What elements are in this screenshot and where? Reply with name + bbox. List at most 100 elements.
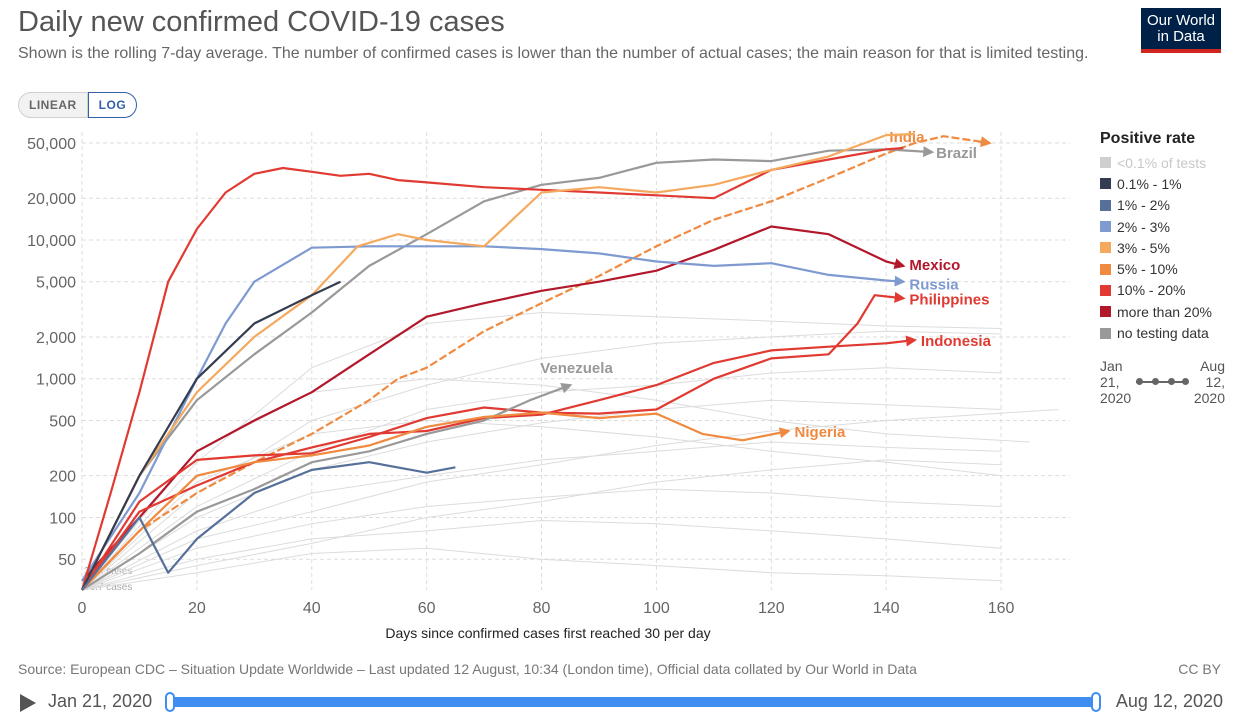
x-tick-label: 20 (188, 600, 206, 617)
legend-item[interactable]: 3% - 5% (1100, 237, 1235, 258)
legend-item[interactable]: 5% - 10% (1100, 258, 1235, 279)
y-tick-label: 100 (49, 510, 76, 527)
source-note: Source: European CDC – Situation Update … (18, 661, 917, 677)
start-annotation: 36.7 cases (84, 582, 132, 593)
legend: Positive rate <0.1% of tests 0.1% - 1% 1% … (1100, 130, 1235, 406)
range-start-month: Jan (1100, 358, 1123, 374)
timeline: Jan 21, 2020 Aug 12, 2020 (18, 688, 1223, 718)
legend-swatch (1100, 306, 1111, 318)
series-line (80, 146, 904, 591)
x-tick-label: 40 (303, 600, 321, 617)
legend-item[interactable]: no testing data (1100, 322, 1235, 343)
log-button[interactable]: LOG (87, 92, 138, 118)
background-series-line (81, 459, 1002, 591)
series-line (81, 383, 573, 591)
page-title: Daily new confirmed COVID-19 cases (18, 6, 505, 38)
y-tick-label: 50 (58, 552, 76, 569)
legend-items: <0.1% of tests 0.1% - 1% 1% - 2% 2% - 3% 3% … (1100, 152, 1235, 344)
y-tick-label: 20,000 (27, 191, 76, 208)
background-series-line (81, 519, 1002, 591)
scale-toggle: LINEAR LOG (18, 92, 138, 118)
series-label: Russia (909, 277, 959, 294)
logo-line-2: in Data (1157, 28, 1205, 45)
x-tick-label: 80 (533, 600, 551, 617)
range-end-year: 2020 (1193, 390, 1225, 406)
legend-title: Positive rate (1100, 130, 1196, 147)
x-tick-label: 160 (988, 600, 1015, 617)
timeline-end: Aug 12, 2020 (1115, 691, 1223, 711)
x-tick-label: 120 (758, 600, 785, 617)
series-label: Indonesia (921, 333, 992, 350)
series-label: Philippines (909, 291, 989, 308)
range-end-day: 12, (1205, 374, 1225, 390)
page-subtitle: Shown is the rolling 7-day average. The … (18, 45, 1089, 62)
legend-label: 3% - 5% (1117, 239, 1170, 256)
timeline-track[interactable] (170, 697, 1096, 707)
series-line (81, 461, 456, 591)
range-line (1136, 381, 1186, 383)
legend-label: 10% - 20% (1117, 282, 1186, 299)
range-start: Jan 21, 2020 (1100, 358, 1131, 406)
linear-button[interactable]: LINEAR (18, 92, 88, 118)
series-label: Nigeria (795, 424, 847, 441)
legend-item[interactable]: <0.1% of tests (1100, 152, 1235, 173)
y-tick-label: 500 (49, 413, 76, 430)
legend-label: 2% - 3% (1117, 218, 1170, 235)
legend-label: no testing data (1117, 325, 1209, 342)
series-line (81, 146, 935, 591)
legend-item[interactable]: more than 20% (1100, 301, 1235, 322)
y-tick-label: 10,000 (27, 233, 76, 250)
legend-label: 0.1% - 1% (1117, 175, 1182, 192)
series-label: India (889, 129, 925, 146)
range-end-month: Aug (1200, 358, 1225, 374)
x-tick-label: 100 (643, 600, 670, 617)
y-tick-label: 2,000 (36, 330, 76, 347)
range-start-year: 2020 (1100, 390, 1132, 406)
x-tick-label: 0 (78, 600, 87, 617)
range-dot (1182, 378, 1189, 385)
range-dot (1152, 378, 1159, 385)
legend-swatch (1100, 178, 1111, 190)
series-line (81, 280, 341, 591)
series-label: Venezuela (540, 360, 613, 377)
series-line (81, 335, 918, 591)
license-link[interactable]: CC BY (1178, 661, 1221, 677)
series-line (81, 225, 906, 582)
timeline-start-handle[interactable] (165, 692, 175, 712)
background-series-line (81, 409, 1059, 591)
legend-item[interactable]: 2% - 3% (1100, 216, 1235, 237)
legend-item[interactable]: 1% - 2% (1100, 195, 1235, 216)
range-dot (1136, 378, 1143, 385)
x-tick-label: 60 (418, 600, 436, 617)
timeline-end-handle[interactable] (1091, 692, 1101, 712)
y-tick-label: 200 (49, 469, 76, 486)
date-range-indicator: Jan 21, 2020 Aug 12, 2020 (1100, 358, 1225, 413)
legend-swatch (1100, 327, 1111, 339)
timeline-start: Jan 21, 2020 (48, 691, 153, 711)
background-series-line (81, 547, 1002, 591)
legend-swatch (1100, 263, 1111, 275)
legend-label: 5% - 10% (1117, 261, 1178, 278)
legend-label: <0.1% of tests (1117, 154, 1207, 171)
owid-logo[interactable]: Our World in Data (1141, 8, 1221, 53)
legend-item[interactable]: 0.1% - 1% (1100, 173, 1235, 194)
legend-label: more than 20% (1117, 303, 1212, 320)
background-series-line (81, 441, 1002, 591)
y-tick-label: 5,000 (36, 275, 76, 292)
background-series-line (81, 488, 1002, 591)
play-icon[interactable] (20, 694, 36, 712)
background-series-line (81, 367, 1002, 591)
x-tick-label: 140 (873, 600, 900, 617)
legend-swatch (1100, 284, 1111, 296)
legend-item[interactable]: 10% - 20% (1100, 280, 1235, 301)
series-line (81, 132, 915, 591)
y-tick-label: 50,000 (27, 136, 76, 153)
legend-swatch (1100, 157, 1111, 169)
x-axis-label: Days since confirmed cases first reached… (385, 625, 710, 641)
series-line (81, 411, 791, 591)
range-dot (1168, 378, 1175, 385)
legend-swatch (1100, 199, 1111, 211)
series-line (81, 245, 906, 582)
line-chart: 501002005001,0002,0005,00010,00020,00050… (27, 129, 1070, 641)
logo-line-1: Our World (1146, 12, 1216, 29)
